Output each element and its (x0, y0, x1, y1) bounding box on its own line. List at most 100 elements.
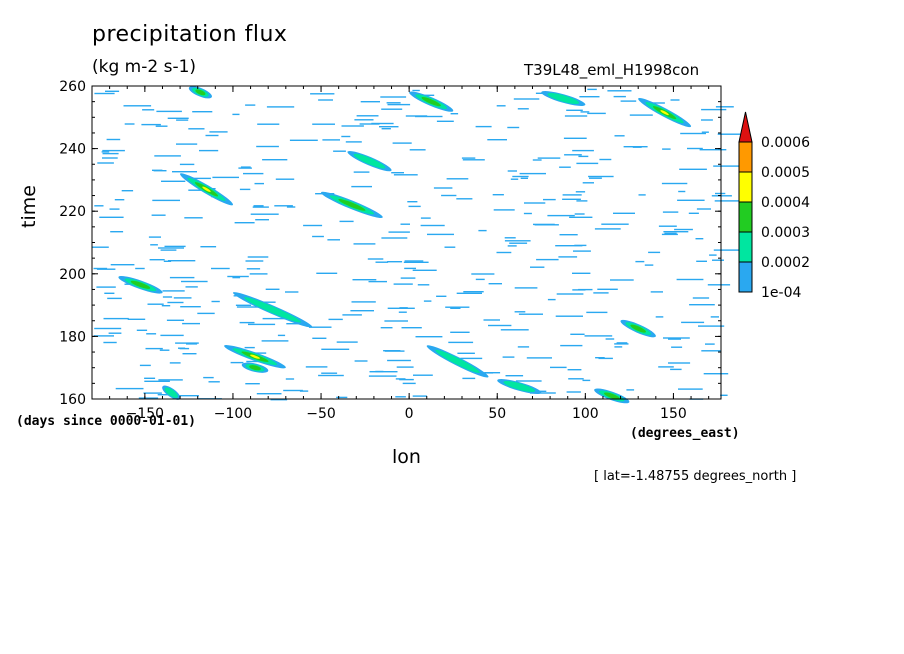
precip-cell (342, 314, 362, 316)
precip-cell (356, 115, 379, 117)
precip-cell (186, 343, 198, 345)
precip-cell (368, 375, 397, 377)
precip-cell (148, 236, 161, 238)
precip-cell (515, 380, 542, 382)
precip-cell (114, 199, 125, 201)
precip-cell (475, 278, 485, 281)
precip-cell (127, 318, 146, 320)
colorbar-label: 0.0005 (761, 165, 810, 181)
precip-contour (630, 324, 647, 333)
precip-cell (695, 238, 704, 240)
precip-cell (393, 174, 418, 176)
precip-cell (102, 152, 119, 155)
precip-cell (614, 135, 625, 137)
precip-cell (379, 126, 399, 128)
precip-cell (536, 258, 559, 261)
precip-cell (677, 199, 705, 201)
colorbar-segment (738, 261, 753, 293)
precip-cell (318, 374, 344, 377)
colorbar-extend-arrow (738, 111, 753, 143)
precip-contour (421, 97, 441, 107)
precip-cell (441, 194, 457, 197)
colorbar-label: 1e-04 (761, 285, 801, 301)
precip-cell (445, 306, 470, 308)
precip-cell (404, 260, 424, 262)
precip-cell (102, 149, 125, 152)
precip-cell (157, 394, 169, 396)
precip-cell (285, 378, 295, 380)
precip-cell (626, 389, 635, 391)
precip-cell (663, 337, 690, 339)
precip-cell (146, 333, 157, 335)
precip-cell (167, 301, 184, 304)
precip-cell (327, 239, 340, 241)
precip-cell (256, 393, 282, 395)
precip-cell (662, 148, 671, 150)
precip-cell (589, 177, 602, 179)
precip-cell (457, 352, 475, 354)
precip-cell (270, 399, 288, 401)
precip-cell (176, 119, 189, 121)
precip-cell (247, 256, 269, 258)
precip-cell (387, 261, 403, 263)
precip-cell (555, 245, 583, 247)
colorbar-label: 0.0002 (761, 255, 810, 271)
precip-cell (402, 382, 416, 385)
precip-cell (143, 392, 162, 394)
precip-cell (518, 313, 543, 315)
precip-cell (629, 114, 653, 116)
precip-cell (192, 111, 213, 113)
precip-cell (93, 267, 108, 270)
precip-cell (322, 139, 340, 141)
chart-title: precipitation flux (92, 22, 288, 47)
precip-cell (151, 214, 166, 216)
precip-cell (354, 119, 374, 121)
precip-cell (404, 267, 416, 270)
precip-cell (714, 200, 740, 202)
precip-cell (353, 171, 370, 173)
precip-cell (586, 311, 608, 314)
chart-units: (kg m-2 s-1) (92, 57, 197, 77)
precip-cell (152, 199, 180, 202)
precip-cell (550, 366, 567, 369)
precip-cell (710, 316, 719, 318)
precip-cell (562, 198, 581, 200)
precip-cell (478, 229, 487, 232)
precip-cell (135, 267, 145, 270)
precip-cell (318, 99, 333, 101)
precip-cell (587, 112, 606, 115)
precip-cell (687, 147, 703, 150)
precip-cell (620, 100, 637, 102)
precip-cell (333, 150, 346, 152)
precip-cell (679, 168, 707, 170)
precip-cell (399, 378, 414, 381)
precip-cell (594, 228, 621, 230)
precip-cell (283, 389, 303, 392)
precip-cell (265, 288, 280, 290)
precip-cell (341, 125, 364, 127)
precip-cell (463, 291, 484, 293)
precip-cell (250, 213, 279, 215)
precip-cell (507, 126, 520, 129)
precip-cell (345, 141, 362, 143)
precip-cell (262, 159, 288, 161)
precip-cell (244, 346, 255, 349)
precip-cell (598, 357, 613, 360)
precip-cell (209, 131, 228, 133)
precip-cell (707, 284, 731, 286)
precip-cell (400, 277, 416, 279)
precip-cell (240, 166, 251, 168)
precip-band (241, 362, 269, 373)
precip-cell (456, 292, 482, 294)
precip-cell (678, 190, 686, 193)
precip-cell (305, 366, 328, 368)
precip-cell (568, 378, 584, 380)
precip-cell (403, 261, 429, 263)
y-tick-label: 260 (59, 79, 86, 95)
precip-cell (277, 334, 286, 337)
precip-cell (92, 246, 109, 248)
precip-band (541, 91, 586, 106)
precip-cell (461, 157, 476, 159)
run-name: T39L48_eml_H1998con (524, 61, 700, 79)
precip-cell (671, 346, 683, 348)
